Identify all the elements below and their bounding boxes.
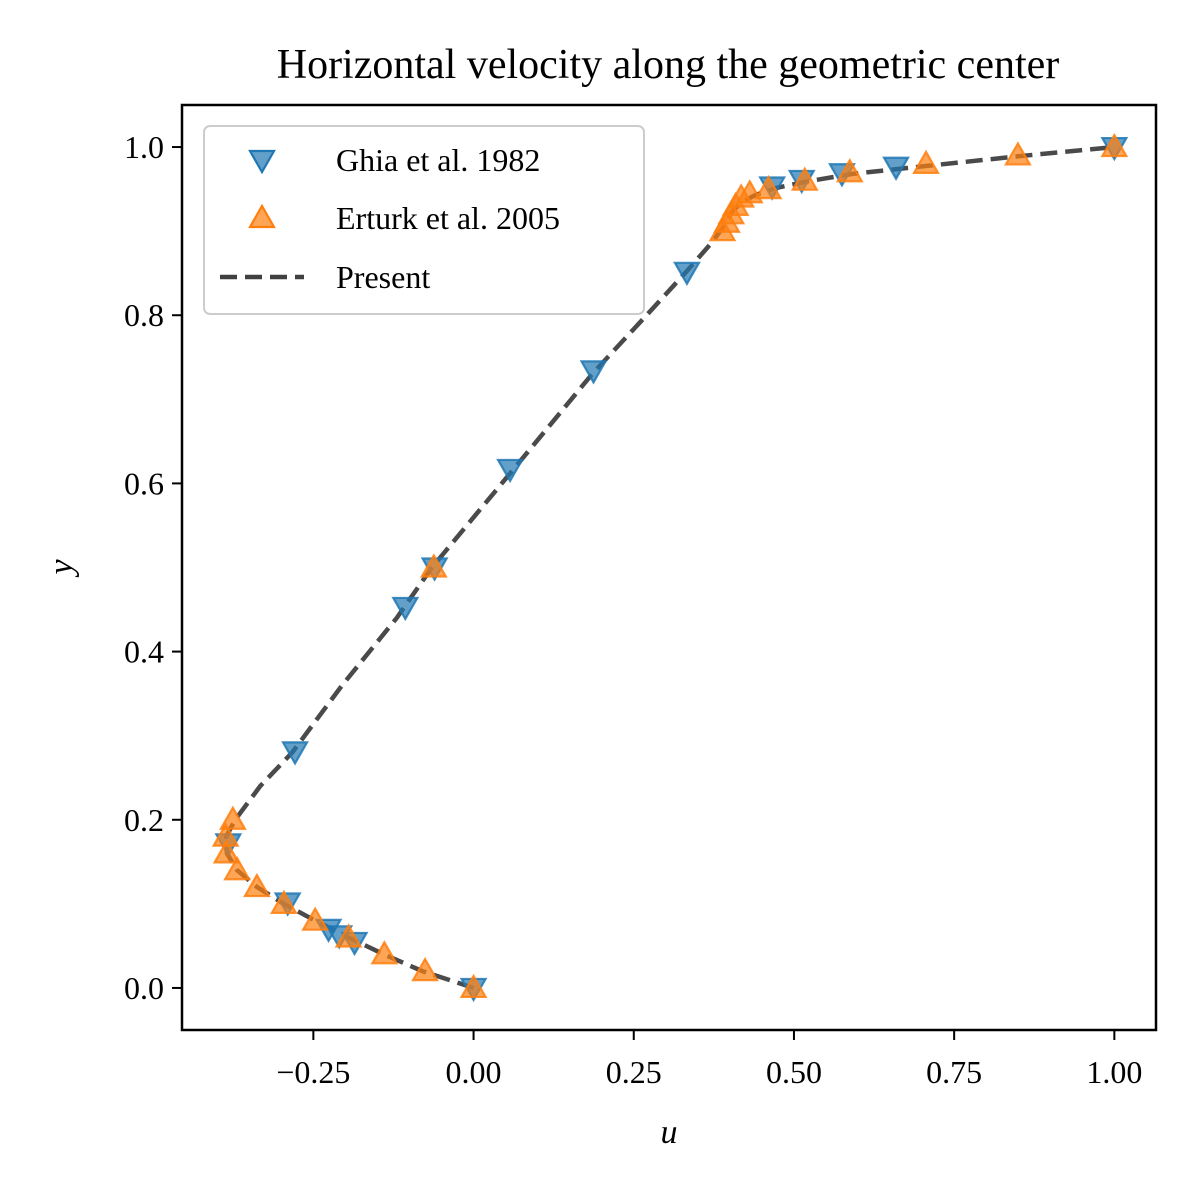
ghia-data-point: [496, 458, 524, 484]
legend: Ghia et al. 1982 Erturk et al. 2005 Presen…: [203, 125, 645, 315]
erturk-data-point: [790, 166, 819, 191]
erturk-data-point: [1100, 132, 1129, 158]
erturk-data-point: [912, 149, 940, 174]
legend-marker: [248, 149, 276, 175]
erturk-data-point: [411, 956, 439, 982]
marker-layer: [211, 132, 1129, 1003]
x-axis: −0.25 0.00 0.25 0.50 0.75 1.00: [276, 1030, 1142, 1090]
x-tick-label: 0.25: [606, 1054, 662, 1090]
erturk-data-point: [218, 805, 247, 830]
x-tick-label: −0.25: [276, 1054, 350, 1090]
plot-area: [211, 132, 1129, 1003]
erturk-data-point: [1004, 141, 1032, 166]
erturk-data-point: [735, 179, 764, 204]
legend-label: Present: [336, 259, 430, 295]
legend-entries: Ghia et al. 1982 Erturk et al. 2005 Presen…: [220, 142, 560, 295]
x-tick-label: 1.00: [1086, 1054, 1142, 1090]
erturk-data-point: [223, 856, 252, 881]
ghia-data-point: [882, 156, 910, 181]
legend-frame: [203, 125, 645, 315]
legend-label: Ghia et al. 1982: [336, 142, 540, 178]
ghia-data-point: [579, 360, 608, 385]
erturk-data-point: [835, 158, 864, 183]
erturk-data-point: [334, 923, 363, 948]
erturk-data-point: [211, 822, 240, 847]
erturk-data-point: [459, 973, 488, 999]
ghia-data-point: [281, 741, 309, 766]
erturk-data-point: [243, 872, 271, 898]
erturk-data-point: [370, 940, 399, 965]
y-tick-label: 0.6: [124, 465, 164, 501]
y-tick-label: 0.4: [124, 634, 164, 670]
erturk-data-point: [269, 889, 298, 914]
x-axis-label: u: [661, 1114, 678, 1151]
y-axis: 0.0 0.2 0.4 0.6 0.8 1.0: [124, 129, 182, 1006]
legend-marker: [248, 203, 276, 229]
x-tick-label: 0.75: [926, 1054, 982, 1090]
y-tick-label: 0.0: [124, 970, 164, 1006]
erturk-data-point: [301, 906, 330, 931]
ghia-data-point: [673, 261, 701, 287]
erturk-data-point: [212, 839, 241, 864]
y-axis-label: y: [43, 559, 80, 578]
y-tick-label: 0.2: [124, 802, 164, 838]
plot-frame: [180, 103, 1158, 1032]
legend-label: Erturk et al. 2005: [336, 200, 560, 236]
y-tick-label: 1.0: [124, 129, 164, 165]
ghia-data-point: [391, 596, 420, 622]
x-tick-label: 0.50: [766, 1054, 822, 1090]
erturk-data-point: [754, 174, 783, 200]
y-tick-label: 0.8: [124, 297, 164, 333]
erturk-data-point: [419, 553, 448, 578]
x-tick-label: 0.00: [446, 1054, 502, 1090]
chart-title: Horizontal velocity along the geometric …: [277, 42, 1060, 88]
